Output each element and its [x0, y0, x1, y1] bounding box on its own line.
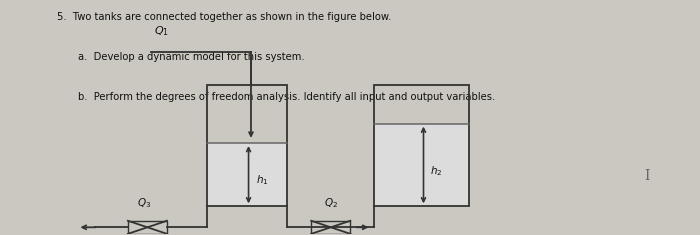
- Text: $h_2$: $h_2$: [430, 165, 443, 178]
- Bar: [206, 85, 287, 206]
- Text: I: I: [644, 169, 650, 183]
- Text: a.  Develop a dynamic model for this system.: a. Develop a dynamic model for this syst…: [78, 52, 304, 62]
- Text: 5.  Two tanks are connected together as shown in the figure below.: 5. Two tanks are connected together as s…: [57, 12, 391, 22]
- Text: $Q_2$: $Q_2$: [324, 196, 338, 210]
- Bar: [374, 124, 469, 206]
- Text: $Q_1$: $Q_1$: [155, 24, 169, 38]
- Text: b.  Perform the degrees of freedom analysis. Identify all input and output varia: b. Perform the degrees of freedom analys…: [78, 92, 495, 102]
- Text: $h_1$: $h_1$: [256, 173, 268, 187]
- Bar: [312, 221, 350, 234]
- Text: $Q_3$: $Q_3$: [136, 196, 151, 210]
- Bar: [206, 143, 287, 206]
- Bar: [128, 221, 167, 234]
- Bar: [374, 85, 469, 206]
